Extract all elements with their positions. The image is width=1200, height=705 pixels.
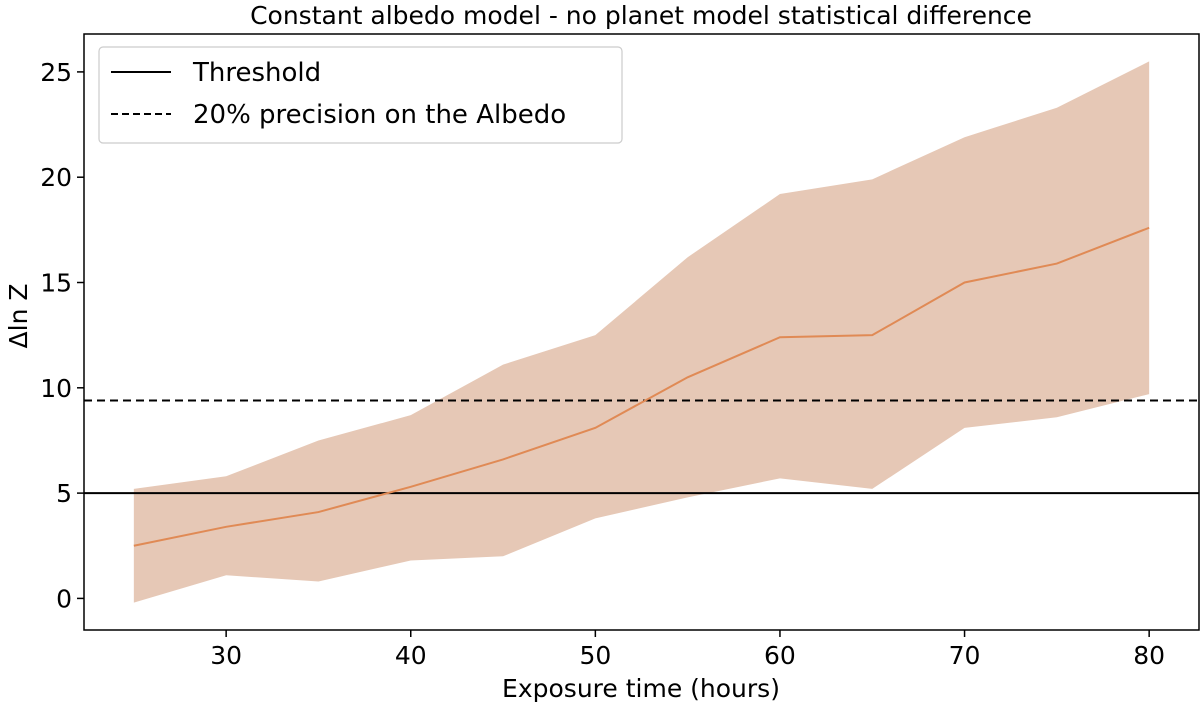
legend-label-threshold: Threshold: [192, 58, 321, 88]
legend-label-precision: 20% precision on the Albedo: [193, 100, 566, 130]
x-tick-label: 60: [764, 641, 796, 670]
x-tick-label: 70: [949, 641, 981, 670]
uncertainty-band: [133, 61, 1150, 603]
reference-lines: [84, 399, 1199, 495]
plot-frame: [83, 33, 1200, 631]
y-tick-label: 15: [40, 269, 72, 298]
y-tick-label: 25: [40, 58, 72, 87]
series-line-mean: [133, 226, 1150, 547]
legend: Threshold 20% precision on the Albedo: [98, 46, 623, 144]
y-ticks: 0 5 10 15 20 25: [40, 58, 84, 613]
y-tick-label: 5: [56, 479, 72, 508]
y-tick-label: 0: [56, 584, 72, 613]
x-tick-label: 80: [1133, 641, 1165, 670]
x-ticks: 30 40 50 60 70 80: [210, 630, 1165, 670]
y-tick-label: 20: [40, 163, 72, 192]
x-tick-label: 40: [395, 641, 427, 670]
y-axis-label: Δln Z: [4, 284, 33, 349]
band-layer: [133, 61, 1150, 603]
x-tick-label: 30: [210, 641, 242, 670]
legend-box: [98, 46, 623, 144]
chart-title: Constant albedo model - no planet model …: [250, 1, 1032, 30]
x-axis-label: Exposure time (hours): [502, 674, 780, 703]
x-tick-label: 50: [579, 641, 611, 670]
y-tick-label: 10: [40, 374, 72, 403]
series-layer: [133, 226, 1150, 547]
